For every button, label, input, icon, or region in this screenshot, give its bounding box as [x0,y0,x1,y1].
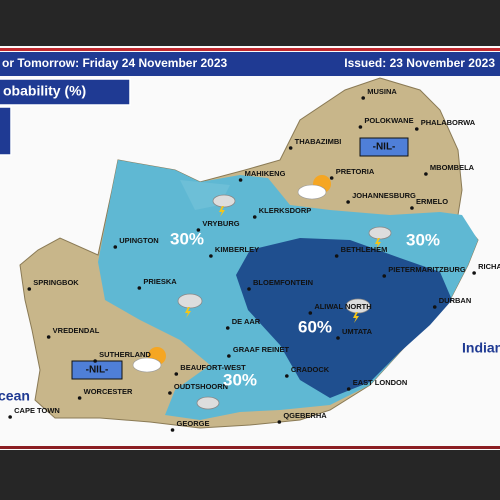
town-label: BLOEMFONTEIN [253,278,313,287]
town-dot [334,254,339,258]
issued-date: Issued: 23 November 2023 [344,56,495,70]
town-dot [196,228,201,232]
town-dot [77,396,82,400]
town-dot [336,336,340,340]
town-dot [113,245,118,249]
town-label: DURBAN [439,296,472,305]
town-dot [209,254,213,258]
legend-title: obability (%) [3,83,86,99]
town-label: PIETERMARITZBURG [388,265,466,274]
town-label: JOHANNESBURG [352,191,416,200]
probability-label: 60% [298,317,332,336]
town-label: WORCESTER [84,387,133,396]
town-dot [46,335,51,339]
town-dot [174,372,179,376]
nil-label: -NIL- [373,142,396,153]
lightning [185,206,381,323]
ocean-label: Indian [462,340,500,356]
forecast-date: or Tomorrow: Friday 24 November 2023 [2,56,228,70]
rain-zone-high [236,238,452,398]
town-dot [238,178,243,182]
town-dot [170,428,175,432]
town-label: KLERKSDORP [259,206,312,215]
town-dot [277,420,282,424]
legend-box [0,78,131,106]
town-dot [424,172,428,176]
town-dot [432,305,437,309]
town-dot [225,326,230,330]
town-dot [227,354,231,358]
town-label: MAHIKENG [245,169,286,178]
town-dot [27,287,32,291]
town-label: THABAZIMBI [295,137,342,146]
ocean-label: cean [0,388,30,404]
town-dot [329,176,334,180]
bottom-rule [0,446,500,449]
town-dot [288,146,293,150]
town-label: PHALABORWA [421,118,476,127]
town-dot [346,387,351,391]
sun-icon [132,175,331,373]
town-dot [410,206,414,210]
town-label: RICHA [478,262,500,271]
town-label: ALIWAL NORTH [314,302,371,311]
town-dot [308,311,313,315]
town-dot [346,200,350,204]
legend-swatch [0,106,12,156]
town-label: PRIESKA [143,277,177,286]
town-dot [361,96,366,100]
town-label: POLOKWANE [364,116,413,125]
probability-label: 30% [170,229,204,248]
town-dot [414,127,419,131]
town-dot [247,287,251,291]
nil-label: -NIL- [86,365,109,376]
header-bar [0,52,500,76]
town-label: MBOMBELA [430,163,475,172]
town-label: VREDENDAL [53,326,100,335]
town-label: KIMBERLEY [215,245,259,254]
town-label: PRETORIA [336,167,375,176]
town-label: BEAUFORT-WEST [180,363,246,372]
town-dot [285,374,289,378]
town-dot [472,271,476,275]
town-dot [137,286,142,290]
weather-icon [177,194,392,410]
town-label: SUTHERLAND [99,350,151,359]
town-label: DE AAR [232,317,261,326]
town-label: ERMELO [416,197,448,206]
town-label: OUDTSHOORN [174,382,228,391]
town-label: UPINGTON [119,236,158,245]
town-dot [93,359,97,363]
nil-box [71,360,123,380]
town-label: CAPE TOWN [14,406,60,415]
town-dot [382,274,387,278]
town-dot [252,215,257,219]
town-label: GRAAF REINET [233,345,290,354]
town-label: BETHLEHEM [341,245,388,254]
town-label: CRADOCK [291,365,330,374]
town-label: SPRINGBOK [33,278,79,287]
town-label: VRYBURG [202,219,239,228]
town-dot [8,415,12,419]
town-label: QGEBERHA [283,411,327,420]
town-dot [168,391,172,395]
town-dot [358,125,363,129]
town-label: MUSINA [367,87,397,96]
nil-box [359,137,409,157]
town-label: UMTATA [342,327,373,336]
top-rule [0,48,500,51]
probability-label: 30% [406,230,440,249]
town-label: EAST LONDON [353,378,408,387]
probability-label: 30% [223,370,257,389]
town-label: GEORGE [177,419,210,428]
